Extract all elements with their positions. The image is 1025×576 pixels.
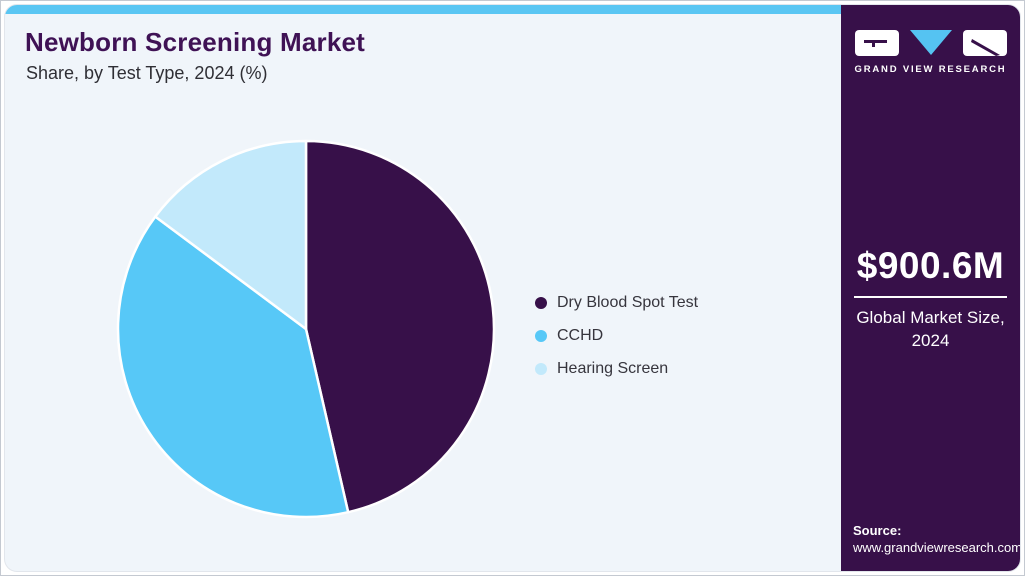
figure-card: Newborn Screening Market Share, by Test …	[5, 5, 1020, 571]
sidebar: GRAND VIEW RESEARCH $900.6M Global Marke…	[841, 5, 1020, 571]
legend-item: Hearing Screen	[535, 352, 698, 385]
pie-slice-hearing-screen[interactable]	[154, 139, 308, 331]
pie-chart[interactable]	[116, 139, 496, 519]
legend-label: Dry Blood Spot Test	[557, 293, 699, 311]
legend-dot-icon	[535, 296, 547, 309]
legend-item: CCHD	[535, 319, 698, 352]
market-size-caption: Global Market Size, 2024	[856, 308, 1005, 350]
source-block: Source: www.grandviewresearch.com	[853, 523, 1020, 555]
source-label: Source:	[853, 523, 902, 538]
pie-slice-cchd[interactable]	[116, 215, 350, 519]
legend-label: Hearing Screen	[557, 359, 669, 377]
market-size-divider	[854, 296, 1007, 298]
gvr-logo-text: GRAND VIEW RESEARCH	[854, 64, 1007, 75]
legend-dot-icon	[535, 329, 547, 342]
market-size-value: $900.6M	[856, 245, 1005, 286]
pie-slice-dry-blood-spot-test[interactable]	[304, 139, 496, 514]
gvr-logo: GRAND VIEW RESEARCH	[841, 29, 1020, 75]
pie-chart-svg[interactable]	[116, 139, 496, 519]
gvr-logo-icon	[854, 30, 1007, 56]
market-size-block: $900.6M Global Market Size, 2024	[841, 245, 1020, 352]
source-url[interactable]: www.grandviewresearch.com	[853, 540, 1020, 555]
legend: Dry Blood Spot Test CCHD Hearing Screen	[535, 286, 698, 385]
legend-dot-icon	[535, 362, 547, 375]
page-title: Newborn Screening Market	[25, 27, 365, 57]
legend-label: CCHD	[557, 326, 604, 344]
chart-area: Newborn Screening Market Share, by Test …	[5, 5, 841, 571]
top-accent-bar	[5, 5, 841, 14]
legend-item: Dry Blood Spot Test	[535, 286, 698, 319]
page-subtitle: Share, by Test Type, 2024 (%)	[26, 63, 268, 83]
